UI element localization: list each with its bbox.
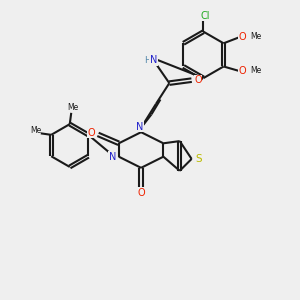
Text: Cl: Cl	[201, 11, 210, 21]
Text: O: O	[238, 66, 246, 76]
Text: O: O	[238, 32, 246, 42]
Text: Me: Me	[250, 66, 262, 75]
Text: Me: Me	[30, 126, 41, 135]
Text: Me: Me	[250, 32, 262, 41]
Text: Me: Me	[67, 103, 78, 112]
Text: O: O	[137, 188, 145, 198]
Text: N: N	[150, 55, 157, 65]
Text: H: H	[144, 56, 150, 65]
Text: O: O	[194, 75, 202, 85]
Text: O: O	[88, 128, 95, 138]
Text: S: S	[196, 154, 202, 164]
Text: N: N	[109, 152, 116, 162]
Text: N: N	[136, 122, 143, 132]
